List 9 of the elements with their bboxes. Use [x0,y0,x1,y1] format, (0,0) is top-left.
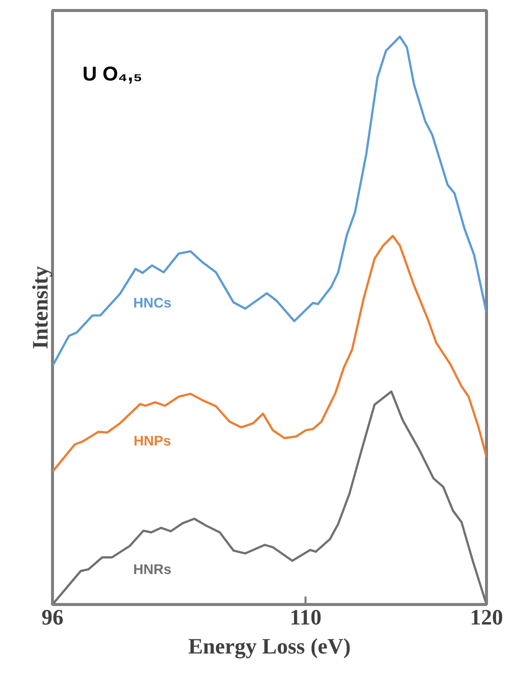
x-tick-label: 110 [290,604,322,630]
x-axis-title: Energy Loss (eV) [188,634,351,658]
series-label: HNPs [134,432,172,448]
x-tick-label: 96 [42,604,64,630]
annotation: U O₄,₅ [82,64,142,86]
x-tick-label: 120 [470,604,503,630]
series-label: HNRs [133,560,172,577]
y-axis-title: Intensity [28,266,52,350]
series-label: HNCs [133,294,172,311]
